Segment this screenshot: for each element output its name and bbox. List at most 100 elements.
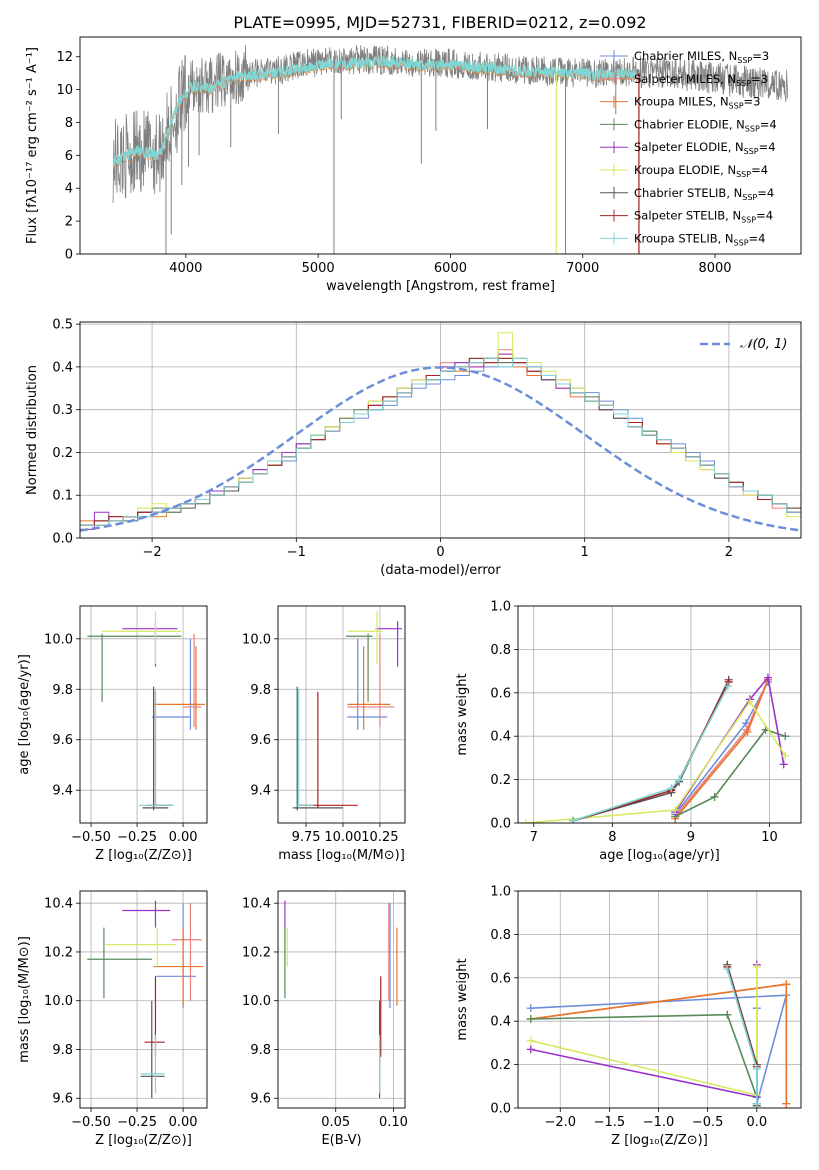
y-tick-label: 10.0 — [44, 994, 73, 1009]
panel-age_vs_mass: 9.75 10.00 10.25 9.4 9.6 9.8 10.0 mass [log₁₀(M… — [242, 605, 406, 863]
point-marker-kroupa_stelib — [667, 784, 676, 793]
y-tick-label: 0.0 — [490, 817, 511, 832]
panel-mass_vs_Z: −0.50 −0.25 0.00 9.6 9.8 10.0 10.2 10.4 Z [log₁₀… — [17, 890, 208, 1148]
legend-subscript: SSP — [742, 193, 757, 202]
y-axis-label: mass [log₁₀(M/M⊙)] — [17, 936, 32, 1063]
point-marker-kroupa_stelib — [752, 1099, 761, 1108]
point-marker-chabrier_miles — [741, 719, 750, 728]
panel-age_vs_Z: −0.50 −0.25 0.00 9.4 9.6 9.8 10.0 Z [log₁₀(Z/Z⊙… — [17, 605, 208, 863]
histogram-step-kroupa_stelib — [80, 357, 801, 526]
plot-area — [87, 900, 204, 1099]
y-tick-label: 0.5 — [52, 318, 73, 333]
x-axis-label: (data-model)/error — [380, 563, 501, 578]
point-marker-salpeter_elodie — [779, 760, 788, 769]
panel-mass_vs_EBV: 0.05 0.10 9.6 9.8 10.0 10.2 10.4 E(B-V) — [242, 890, 408, 1148]
x-tick-label: 9.75 — [292, 830, 321, 845]
legend-label: Kroupa ELODIE, NSSP=4 — [634, 163, 768, 179]
point-marker-salpeter_elodie — [526, 1045, 535, 1054]
normal-curve-line — [80, 366, 801, 532]
plot-area — [292, 611, 403, 811]
model-spectrum-line-kroupa-stelib — [112, 54, 636, 168]
x-tick-label: −0.50 — [71, 830, 111, 845]
x-tick-label: −1.5 — [594, 1115, 626, 1130]
point-marker-kroupa_elodie — [781, 751, 790, 760]
axes-frame — [277, 890, 406, 1109]
series-line-chabrier_elodie — [674, 728, 786, 818]
y-tick-label: 6 — [65, 149, 73, 164]
x-tick-label: −2 — [143, 545, 162, 560]
legend-label: Salpeter STELIB, NSSP=4 — [634, 209, 773, 225]
y-tick-label: 1.0 — [490, 885, 511, 900]
x-tick-label: 0.10 — [379, 1115, 408, 1130]
y-tick-label: 0.0 — [52, 532, 73, 547]
plot-area — [521, 673, 790, 823]
legend-subscript: SSP — [734, 238, 749, 247]
y-axis-label: Normed distribution — [25, 365, 40, 495]
legend-subscript: SSP — [744, 147, 759, 156]
y-tick-label: 10.4 — [44, 897, 73, 912]
legend-subscript: SSP — [736, 170, 751, 179]
y-tick-label: 0.8 — [490, 643, 511, 658]
point-marker-chabrier_miles — [526, 1004, 535, 1013]
axes-frame — [79, 605, 208, 824]
x-tick-label: −2.0 — [544, 1115, 576, 1130]
legend-subscript: SSP — [745, 124, 760, 133]
y-tick-label: 10.4 — [242, 897, 271, 912]
panel-massweight_vs_Z: −2.0 −1.5 −1.0 −0.5 0.0 0.0 0.2 0.4 0.6 0.8 1.0 Z [… — [455, 885, 802, 1148]
y-tick-label: 9.6 — [52, 733, 73, 748]
point-marker-kroupa_elodie — [745, 697, 754, 706]
legend-suffix: =4 — [749, 231, 766, 245]
y-tick-label: 0.6 — [490, 971, 511, 986]
x-axis-label: Z [log₁₀(Z/Z⊙)] — [611, 1133, 708, 1148]
x-tick-label: 8 — [608, 830, 616, 845]
y-tick-label: 9.4 — [250, 784, 271, 799]
y-tick-label: 0.2 — [52, 446, 73, 461]
x-axis-label: age [log₁₀(age/yr)] — [599, 848, 720, 863]
x-tick-label: −0.25 — [117, 1115, 157, 1130]
x-tick-label: 0.00 — [169, 1115, 198, 1130]
y-tick-label: 2 — [65, 215, 73, 230]
x-tick-label: 7000 — [566, 261, 599, 276]
point-marker-kroupa_elodie — [526, 1036, 535, 1045]
y-tick-label: 10.0 — [242, 994, 271, 1009]
x-tick-label: 0.05 — [321, 1115, 350, 1130]
plot-area — [526, 960, 791, 1108]
axes-frame — [517, 605, 802, 824]
figure-title: PLATE=0995, MJD=52731, FIBERID=0212, z=0… — [233, 13, 646, 32]
y-tick-label: 4 — [65, 182, 73, 197]
x-axis-label: Z [log₁₀(Z/Z⊙)] — [95, 848, 192, 863]
x-tick-label: 10 — [761, 830, 778, 845]
point-marker-kroupa_stelib — [723, 682, 732, 691]
point-marker-kroupa_stelib — [752, 1064, 761, 1073]
x-tick-label: −0.50 — [71, 1115, 111, 1130]
legend-suffix: =3 — [744, 95, 761, 109]
y-tick-label: 0.4 — [490, 1015, 511, 1030]
x-tick-label: 0.00 — [169, 830, 198, 845]
y-tick-label: 9.8 — [52, 1043, 73, 1058]
legend-label: Chabrier MILES, NSSP=3 — [634, 49, 769, 65]
x-tick-label: 1 — [581, 545, 589, 560]
axes-frame — [79, 36, 802, 255]
point-marker-kroupa_miles — [782, 980, 791, 989]
y-tick-label: 9.8 — [250, 1043, 271, 1058]
legend-suffix: =3 — [751, 72, 768, 86]
x-tick-label: 2 — [725, 545, 733, 560]
panel-massweight_vs_age: 7 8 9 10 0.0 0.2 0.4 0.6 0.8 1.0 age [log₁₀(age/yr… — [455, 600, 802, 863]
legend-suffix: =4 — [751, 163, 768, 177]
y-tick-label: 0.0 — [490, 1102, 511, 1117]
axes-frame — [79, 321, 802, 539]
plot-area — [87, 611, 206, 811]
legend-subscript: SSP — [729, 102, 744, 111]
legend-label: Salpeter MILES, NSSP=3 — [634, 72, 768, 88]
y-axis-label: age [log₁₀(age/yr)] — [17, 654, 32, 775]
y-tick-label: 10 — [56, 83, 73, 98]
y-axis-label: Flux [fλ10⁻¹⁷ erg cm⁻² s⁻¹ A⁻¹] — [25, 47, 40, 244]
y-tick-label: 0.8 — [490, 928, 511, 943]
point-marker-kroupa_miles — [782, 1099, 791, 1108]
legend-label: Chabrier ELODIE, NSSP=4 — [634, 117, 777, 133]
y-tick-label: 9.6 — [250, 1092, 271, 1107]
point-marker-chabrier_elodie — [723, 1010, 732, 1019]
point-marker-kroupa_stelib — [675, 775, 684, 784]
legend-suffix: =4 — [760, 117, 777, 131]
